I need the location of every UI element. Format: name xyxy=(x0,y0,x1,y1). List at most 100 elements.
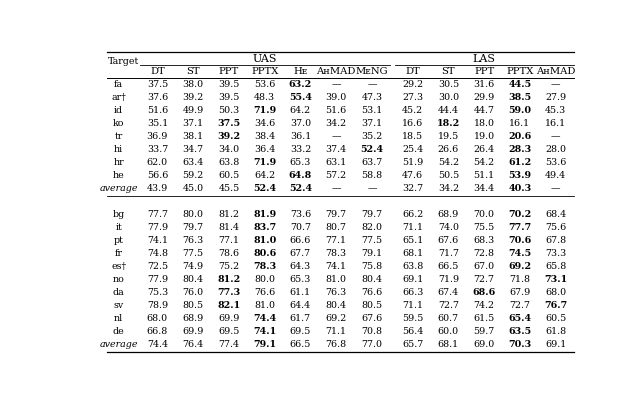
Text: 63.8: 63.8 xyxy=(218,158,239,167)
Text: 72.8: 72.8 xyxy=(474,249,495,258)
Text: 37.5: 37.5 xyxy=(147,80,168,89)
Text: 77.0: 77.0 xyxy=(362,340,383,349)
Text: average: average xyxy=(99,340,138,349)
Text: 48.3: 48.3 xyxy=(254,93,275,102)
Text: 45.5: 45.5 xyxy=(218,184,239,193)
Text: 81.9: 81.9 xyxy=(253,210,276,219)
Text: pt: pt xyxy=(114,236,124,245)
Text: 66.5: 66.5 xyxy=(290,340,311,349)
Text: 63.4: 63.4 xyxy=(182,158,204,167)
Text: 38.0: 38.0 xyxy=(182,80,204,89)
Text: 57.2: 57.2 xyxy=(326,171,347,180)
Text: average: average xyxy=(99,184,138,193)
Text: 63.7: 63.7 xyxy=(362,158,383,167)
Text: 45.3: 45.3 xyxy=(545,106,566,115)
Text: nl: nl xyxy=(114,314,123,323)
Text: 51.6: 51.6 xyxy=(147,106,168,115)
Text: 50.3: 50.3 xyxy=(218,106,239,115)
Text: id: id xyxy=(114,106,123,115)
Text: 67.4: 67.4 xyxy=(438,288,459,297)
Text: sv: sv xyxy=(113,301,124,310)
Text: 78.3: 78.3 xyxy=(253,262,276,271)
Text: PPT: PPT xyxy=(219,67,239,76)
Text: 68.0: 68.0 xyxy=(147,314,168,323)
Text: 75.5: 75.5 xyxy=(474,223,495,232)
Text: 33.7: 33.7 xyxy=(147,145,168,154)
Text: tr: tr xyxy=(115,132,123,141)
Text: 30.0: 30.0 xyxy=(438,93,459,102)
Text: 65.1: 65.1 xyxy=(402,236,423,245)
Text: 39.2: 39.2 xyxy=(218,132,241,141)
Text: 44.5: 44.5 xyxy=(508,80,531,89)
Text: 52.4: 52.4 xyxy=(289,184,312,193)
Text: 59.5: 59.5 xyxy=(402,314,423,323)
Text: —: — xyxy=(551,132,561,141)
Text: 74.5: 74.5 xyxy=(508,249,531,258)
Text: PPT: PPT xyxy=(474,67,494,76)
Text: da: da xyxy=(113,288,124,297)
Text: 68.4: 68.4 xyxy=(545,210,566,219)
Text: 39.2: 39.2 xyxy=(182,93,204,102)
Text: 63.2: 63.2 xyxy=(289,80,312,89)
Text: 26.4: 26.4 xyxy=(474,145,495,154)
Text: 78.3: 78.3 xyxy=(326,249,347,258)
Text: 74.4: 74.4 xyxy=(253,314,276,323)
Text: 67.8: 67.8 xyxy=(545,236,566,245)
Text: 71.9: 71.9 xyxy=(253,158,276,167)
Text: 53.6: 53.6 xyxy=(545,158,566,167)
Text: 80.5: 80.5 xyxy=(362,301,383,310)
Text: 34.7: 34.7 xyxy=(182,145,204,154)
Text: 75.6: 75.6 xyxy=(545,223,566,232)
Text: 60.0: 60.0 xyxy=(438,327,459,336)
Text: 52.4: 52.4 xyxy=(253,184,276,193)
Text: 77.5: 77.5 xyxy=(362,236,383,245)
Text: 76.6: 76.6 xyxy=(254,288,275,297)
Text: 60.5: 60.5 xyxy=(545,314,566,323)
Text: 39.5: 39.5 xyxy=(218,80,239,89)
Text: 81.0: 81.0 xyxy=(326,275,347,284)
Text: 76.3: 76.3 xyxy=(326,288,347,297)
Text: ST: ST xyxy=(442,67,455,76)
Text: 74.1: 74.1 xyxy=(253,327,276,336)
Text: 56.6: 56.6 xyxy=(147,171,168,180)
Text: 80.0: 80.0 xyxy=(182,210,204,219)
Text: —: — xyxy=(332,80,341,89)
Text: 60.5: 60.5 xyxy=(218,171,239,180)
Text: 34.6: 34.6 xyxy=(254,119,275,128)
Text: 16.1: 16.1 xyxy=(509,119,531,128)
Text: 77.3: 77.3 xyxy=(217,288,241,297)
Text: 29.9: 29.9 xyxy=(474,93,495,102)
Text: 80.7: 80.7 xyxy=(326,223,347,232)
Text: —: — xyxy=(367,184,377,193)
Text: 51.1: 51.1 xyxy=(474,171,495,180)
Text: no: no xyxy=(113,275,125,284)
Text: 38.1: 38.1 xyxy=(182,132,204,141)
Text: 69.0: 69.0 xyxy=(474,340,495,349)
Text: 61.1: 61.1 xyxy=(290,288,311,297)
Text: 36.9: 36.9 xyxy=(147,132,168,141)
Text: 37.1: 37.1 xyxy=(362,119,383,128)
Text: 28.3: 28.3 xyxy=(508,145,531,154)
Text: 72.7: 72.7 xyxy=(438,301,459,310)
Text: 74.2: 74.2 xyxy=(474,301,495,310)
Text: 51.6: 51.6 xyxy=(326,106,347,115)
Text: AʜMAD: AʜMAD xyxy=(536,67,575,76)
Text: 55.4: 55.4 xyxy=(289,93,312,102)
Text: 25.4: 25.4 xyxy=(402,145,423,154)
Text: 63.5: 63.5 xyxy=(508,327,531,336)
Text: 45.2: 45.2 xyxy=(402,106,423,115)
Text: 30.5: 30.5 xyxy=(438,80,459,89)
Text: 78.6: 78.6 xyxy=(218,249,239,258)
Text: 33.2: 33.2 xyxy=(290,145,311,154)
Text: AʜMAD: AʜMAD xyxy=(316,67,356,76)
Text: 60.7: 60.7 xyxy=(438,314,459,323)
Text: 81.2: 81.2 xyxy=(218,210,239,219)
Text: 68.9: 68.9 xyxy=(438,210,459,219)
Text: ar†: ar† xyxy=(111,93,126,102)
Text: 38.4: 38.4 xyxy=(254,132,275,141)
Text: 52.4: 52.4 xyxy=(360,145,383,154)
Text: 79.1: 79.1 xyxy=(362,249,383,258)
Text: 71.7: 71.7 xyxy=(438,249,459,258)
Text: 82.1: 82.1 xyxy=(217,301,241,310)
Text: 26.6: 26.6 xyxy=(438,145,459,154)
